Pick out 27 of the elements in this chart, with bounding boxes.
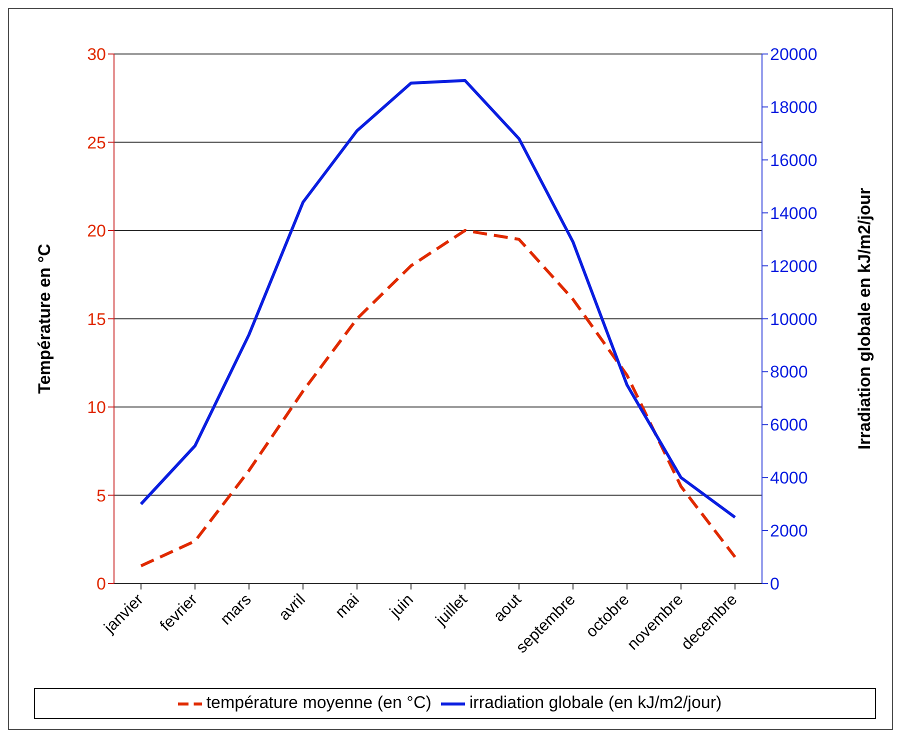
y2-tick-label: 2000 [770,522,808,541]
x-tick-label: mai [332,591,363,622]
y2-tick-label: 10000 [770,310,818,329]
y2-tick-label: 14000 [770,204,818,223]
y2-tick-label: 20000 [770,45,818,64]
y-tick-label: 5 [96,486,106,506]
y2-tick-label: 8000 [770,362,808,382]
y-tick-label: 20 [87,222,106,241]
y2-tick-label: 6000 [770,416,808,435]
y-tick-label: 15 [87,310,106,329]
y-tick-label: 10 [87,398,106,418]
y2-tick-label: 0 [770,574,780,594]
y2-tick-label: 4000 [770,468,808,488]
line-series [140,228,736,568]
y-tick-label: 0 [96,574,106,594]
y-tick-label: 30 [87,45,106,64]
y2-tick-label: 18000 [770,98,818,117]
y-tick-label: 25 [87,133,106,152]
y-axis-title: Température en °C [35,244,54,394]
line-series [140,78,736,519]
y2-tick-label: 12000 [770,256,818,276]
y2-axis-title: Irradiation globale en kJ/m2/jour [855,188,874,450]
legend-label: irradiation globale (en kJ/m2/jour) [469,693,722,712]
y2-tick-label: 16000 [770,150,818,170]
x-tick-label: avril [276,591,309,624]
legend-label: température moyenne (en °C) [206,693,432,712]
x-tick-label: juin [386,591,417,622]
